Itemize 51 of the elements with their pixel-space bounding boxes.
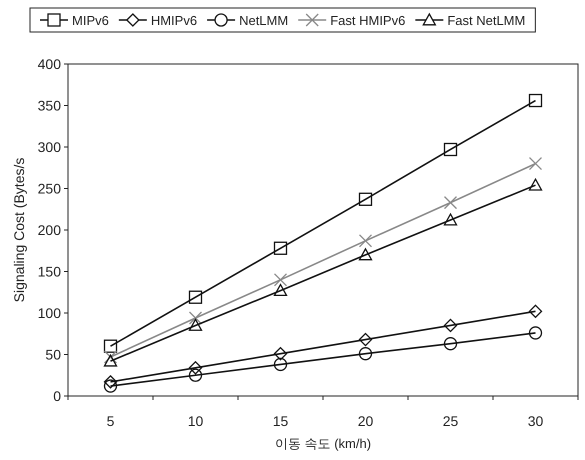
point [358,192,372,206]
y-tick-label: 0 [53,388,62,404]
legend-label: HMIPv6 [150,13,198,28]
x-tick-label: 25 [442,413,458,429]
y-tick-label: 300 [38,139,62,155]
legend-label: Fast NetLMM [447,13,526,28]
point [188,290,202,304]
point [104,340,118,353]
x-tick-label: 20 [358,413,374,429]
legend-label: MIPv6 [72,13,109,28]
y-tick-label: 400 [38,56,62,72]
y-tick-label: 100 [38,305,62,321]
point [444,196,458,210]
point [528,326,542,340]
y-tick-label: 150 [38,264,62,280]
point [274,273,288,286]
legend-label: NetLMM [239,13,288,28]
point [528,178,542,191]
x-tick-label: 30 [528,413,544,429]
point [358,347,372,360]
point [188,361,202,374]
point [104,354,118,367]
point [188,318,202,331]
x-axis-title: 이동 속도 (km/h) [274,436,372,451]
point [188,311,202,325]
point [188,368,202,382]
point [444,337,458,350]
point [444,213,458,226]
point [104,379,118,393]
y-tick-label: 250 [38,180,62,196]
point [358,332,372,346]
y-tick-label: 350 [38,98,62,114]
point [528,94,542,108]
point [274,284,288,296]
y-axis-title: Signaling Cost (Bytes/s [11,158,27,302]
x-tick-label: 5 [106,413,115,429]
point [274,242,288,255]
y-tick-label: 50 [45,346,62,362]
point [274,358,288,372]
point [444,318,458,332]
x-tick-label: 15 [272,413,288,429]
point [104,350,118,364]
point [358,234,372,248]
point [528,156,542,170]
point [528,304,542,318]
point [274,347,288,360]
x-tick-label: 10 [188,413,204,429]
point [358,248,372,260]
y-tick-label: 200 [38,222,62,238]
legend-label: Fast HMIPv6 [330,13,406,28]
point [444,142,458,156]
